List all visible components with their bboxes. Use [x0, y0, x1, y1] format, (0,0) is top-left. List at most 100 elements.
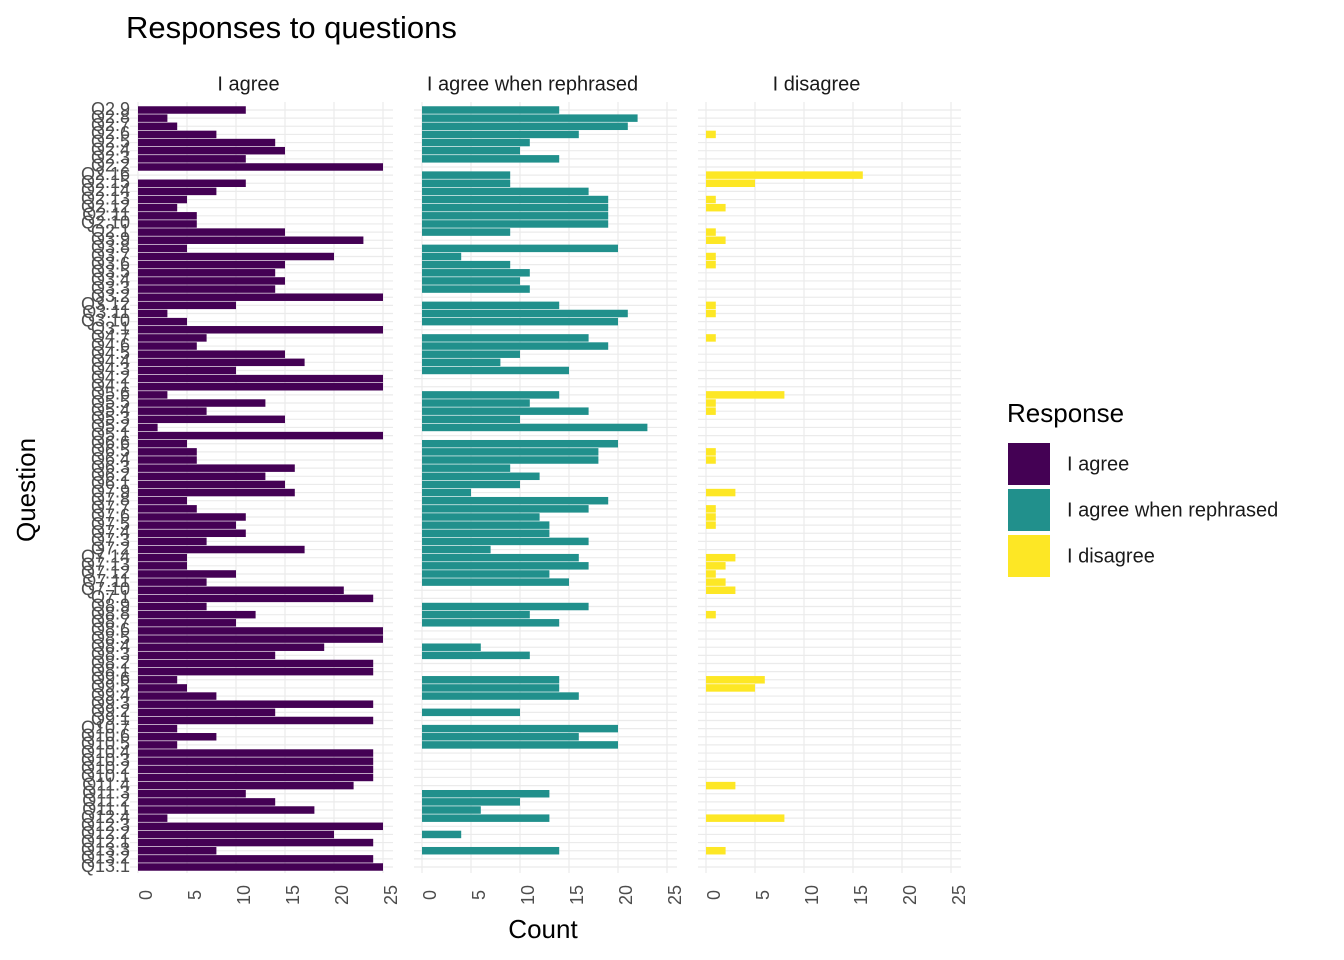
- y-tick-label: Q8.7: [91, 612, 130, 632]
- y-tick-label: Q3.6: [91, 253, 130, 273]
- bar: [138, 391, 168, 399]
- bar: [138, 448, 197, 456]
- bar: [422, 130, 579, 139]
- bar: [138, 383, 383, 391]
- x-tick-label: 10: [234, 885, 254, 905]
- x-tick-label: 25: [381, 885, 401, 905]
- bar: [422, 260, 511, 269]
- bar: [422, 122, 628, 131]
- y-tick-label: Q6.3: [91, 457, 130, 477]
- bar: [706, 399, 716, 407]
- bar: [706, 488, 736, 497]
- bar: [422, 309, 628, 318]
- y-tick-label: Q4.3: [91, 359, 130, 379]
- bar: [422, 806, 481, 814]
- bar: [706, 578, 726, 586]
- bar: [138, 342, 197, 350]
- bar: [138, 676, 178, 684]
- legend-title: Response: [1007, 398, 1124, 428]
- legend-label: I disagree: [1067, 545, 1155, 567]
- y-tick-label: Q9.1: [91, 709, 130, 729]
- x-tick-label: 20: [900, 885, 920, 905]
- y-tick-label: Q3.8: [91, 237, 130, 257]
- y-tick-label: Q6.1: [91, 473, 130, 493]
- y-tick-label: Q2.4: [91, 139, 130, 159]
- bar: [138, 708, 276, 717]
- y-tick-label: Q2.2: [91, 156, 130, 176]
- bar: [422, 553, 579, 562]
- y-tick-label: Q10.5: [81, 734, 130, 754]
- bar: [706, 334, 716, 342]
- x-tick-label: 0: [136, 890, 156, 900]
- bar: [422, 252, 462, 261]
- bar: [422, 676, 560, 684]
- y-tick-label: Q7.9: [91, 481, 130, 501]
- y-tick-label: Q3.12: [81, 294, 130, 314]
- y-tick-label: Q3.7: [91, 245, 130, 265]
- bar: [138, 301, 236, 310]
- y-tick-label: Q2.12: [81, 196, 130, 216]
- y-tick-label: Q2.14: [81, 180, 130, 200]
- bar: [138, 635, 383, 643]
- y-tick-label: Q11.3: [82, 782, 130, 802]
- bar: [422, 472, 540, 481]
- y-tick-label: Q4.4: [91, 351, 130, 371]
- bar: [138, 260, 285, 269]
- bar: [422, 651, 530, 660]
- bar: [138, 309, 168, 318]
- x-tick-label: 0: [420, 890, 440, 900]
- bar: [138, 350, 285, 358]
- y-tick-label: Q7.14: [81, 546, 130, 566]
- bar: [138, 610, 256, 619]
- bar: [138, 496, 187, 505]
- bar: [422, 179, 511, 188]
- y-tick-label: Q2.15: [81, 172, 130, 192]
- bar: [706, 391, 785, 399]
- y-tick-label: Q9.2: [91, 701, 130, 721]
- bar: [706, 610, 716, 619]
- bar: [706, 448, 716, 456]
- bar: [138, 277, 285, 285]
- bar: [422, 228, 511, 236]
- bar: [706, 171, 863, 179]
- y-tick-label: Q2.6: [91, 123, 130, 143]
- bar: [138, 651, 276, 660]
- bar: [422, 619, 560, 627]
- bar: [422, 521, 550, 529]
- bar: [138, 692, 217, 700]
- bar: [422, 195, 609, 204]
- bar: [422, 798, 520, 806]
- bar: [422, 643, 481, 651]
- y-tick-label: Q3.10: [81, 310, 130, 330]
- y-tick-label: Q2.1: [91, 221, 130, 241]
- bar: [422, 407, 589, 415]
- bar: [422, 220, 609, 228]
- y-tick-label: Q12.3: [81, 815, 130, 835]
- bar: [706, 309, 716, 318]
- y-tick-label: Q9.4: [91, 685, 130, 705]
- y-tick-label: Q2.13: [81, 188, 130, 208]
- bar: [422, 391, 560, 399]
- bar: [138, 570, 236, 578]
- bar: [422, 708, 520, 717]
- bar: [138, 684, 187, 692]
- legend-label: I agree when rephrased: [1067, 499, 1278, 521]
- y-tick-label: Q7.11: [82, 571, 130, 591]
- y-tick-label: Q11.1: [82, 799, 130, 819]
- y-tick-label: Q11.4: [82, 774, 130, 794]
- y-tick-label: Q8.1: [91, 660, 130, 680]
- y-tick-label: Q5.6: [91, 384, 130, 404]
- bar: [138, 773, 374, 782]
- y-tick-label: Q12.4: [81, 807, 130, 827]
- bar: [422, 203, 609, 212]
- bar: [422, 187, 589, 196]
- y-tick-label: Q5.1: [91, 424, 130, 444]
- y-tick-label: Q7.7: [91, 498, 130, 518]
- y-tick-label: Q6.6: [91, 432, 130, 452]
- y-tick-label: Q8.8: [91, 603, 130, 623]
- bar: [138, 814, 168, 822]
- bar: [138, 252, 334, 261]
- y-tick-label: Q8.5: [91, 628, 130, 648]
- bar: [422, 366, 569, 375]
